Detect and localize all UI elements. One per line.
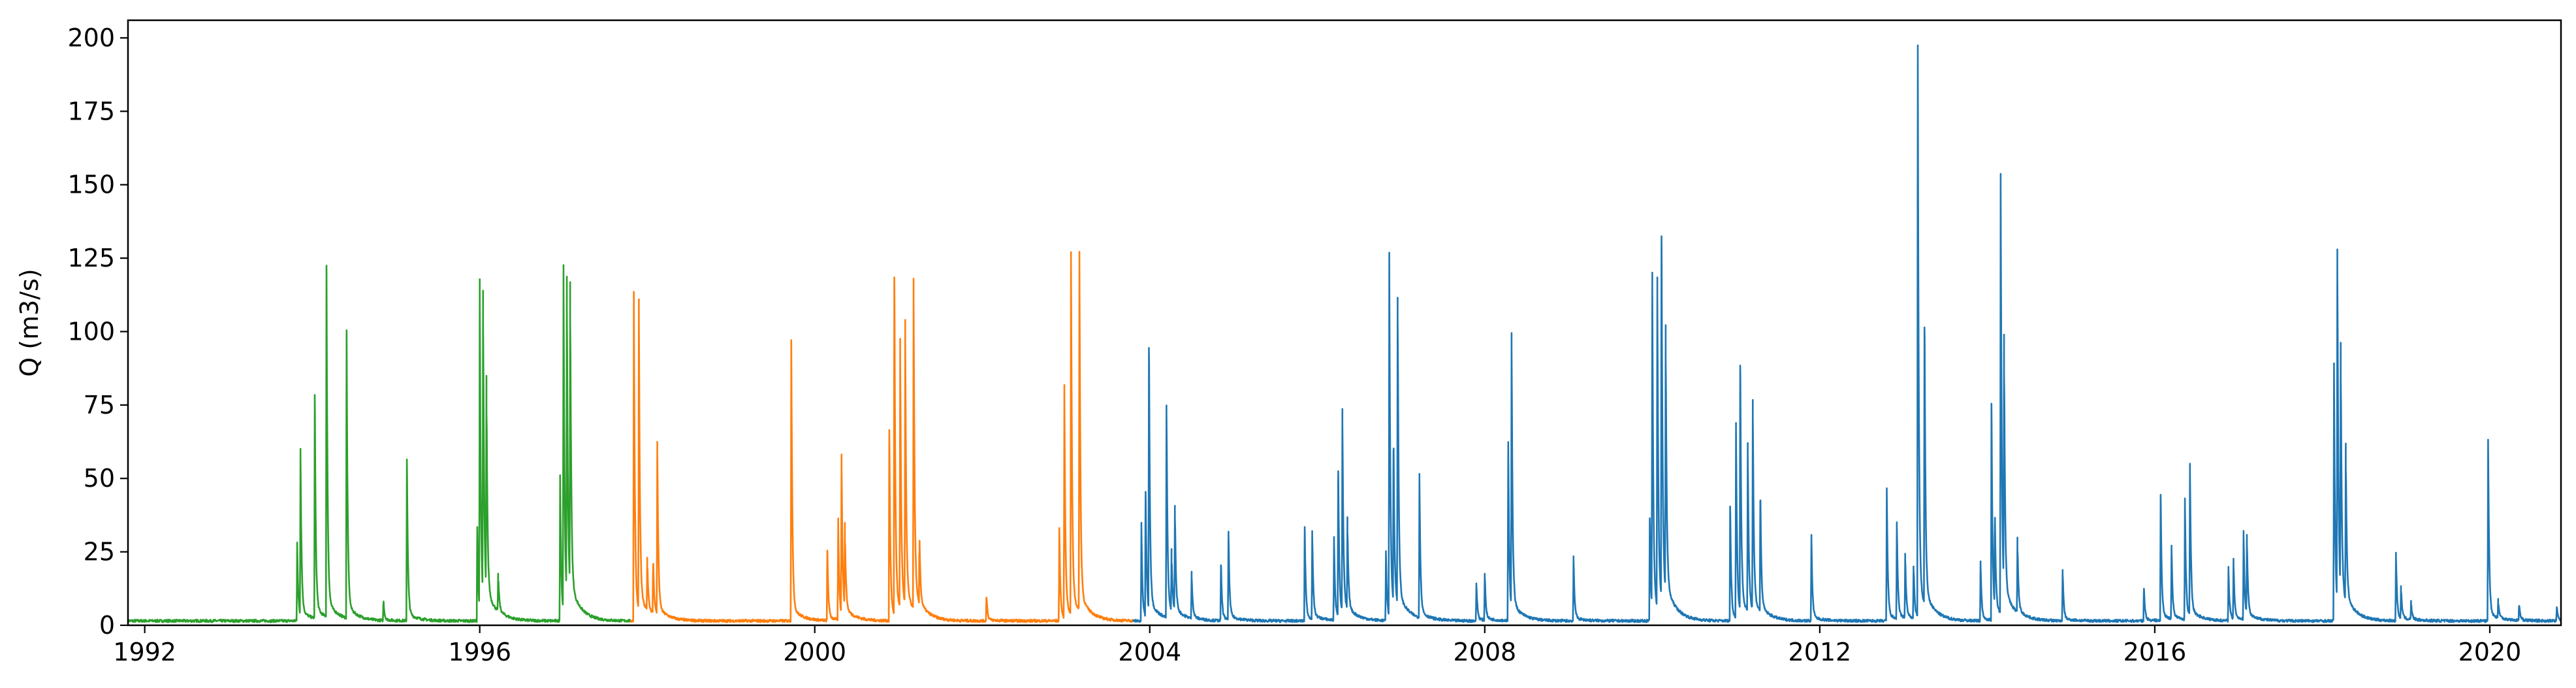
y-tick-label: 100: [67, 317, 115, 346]
x-tick-label: 2016: [2123, 638, 2187, 666]
y-tick-label: 125: [67, 244, 115, 272]
discharge-series-line-1: [127, 264, 631, 623]
discharge-series-line-3: [1132, 44, 2562, 623]
y-tick-label: 75: [84, 391, 115, 419]
x-tick-label: 2000: [783, 638, 846, 666]
y-tick-label: 25: [84, 538, 115, 566]
y-tick-label: 200: [67, 24, 115, 52]
x-axis: 1992 1996 2000 2004 2008 2012 2016 2020: [113, 625, 2521, 666]
x-tick-label: 2020: [2458, 638, 2522, 666]
x-tick-label: 2012: [1789, 638, 1852, 666]
discharge-series-line-2: [629, 251, 1134, 623]
x-tick-label: 2008: [1453, 638, 1516, 666]
y-tick-label: 0: [99, 611, 115, 640]
y-axis-label: Q (m3/s): [15, 269, 44, 376]
y-tick-label: 175: [67, 97, 115, 125]
y-tick-label: 150: [67, 171, 115, 199]
x-tick-label: 1992: [113, 638, 176, 666]
x-tick-label: 2004: [1118, 638, 1181, 666]
y-tick-label: 50: [84, 464, 115, 493]
x-tick-label: 1996: [448, 638, 511, 666]
plot-frame: [127, 19, 2562, 627]
series-layer: [127, 44, 2562, 623]
y-axis: 0 25 50 75 100 125 150 175 200: [67, 24, 128, 640]
